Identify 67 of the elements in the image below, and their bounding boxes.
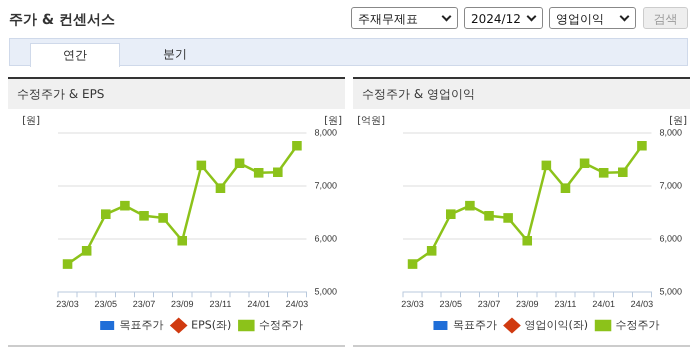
chart-title: 수정주가 & 영업이익 bbox=[353, 79, 690, 109]
y2-tick-label: 8,000 bbox=[314, 127, 338, 138]
x-tick-label: 23/07 bbox=[478, 299, 500, 310]
x-tick-label: 24/03 bbox=[630, 299, 654, 310]
point bbox=[465, 200, 475, 210]
point bbox=[139, 211, 149, 221]
text: 연간 bbox=[63, 48, 87, 62]
point bbox=[292, 140, 302, 151]
point bbox=[522, 236, 532, 246]
point bbox=[446, 209, 456, 219]
y2-tick-label: 5,000 bbox=[314, 286, 338, 297]
point bbox=[234, 158, 244, 168]
y2-tick-label: 7,000 bbox=[659, 180, 682, 191]
y2-tick-label: 6,000 bbox=[314, 234, 338, 244]
point bbox=[273, 167, 283, 178]
point bbox=[158, 213, 168, 223]
legend-label: 수정주가 bbox=[258, 318, 303, 332]
text: 2024/12 bbox=[471, 12, 521, 26]
y-axis-title: [원] bbox=[22, 116, 40, 127]
x-tick-label: 23/03 bbox=[401, 299, 424, 310]
y2-tick-label: 8,000 bbox=[659, 127, 682, 138]
x-tick-label: 23/03 bbox=[56, 299, 79, 310]
x-tick-label: 23/11 bbox=[210, 299, 232, 310]
point bbox=[254, 168, 264, 178]
y2-tick-label: 7,000 bbox=[314, 180, 338, 191]
point bbox=[542, 160, 552, 170]
chart-title: 수정주가 & EPS bbox=[8, 79, 345, 109]
point bbox=[560, 183, 570, 193]
text: 분기 bbox=[163, 47, 187, 61]
point bbox=[120, 200, 130, 210]
x-tick-label: 23/07 bbox=[132, 299, 156, 310]
point bbox=[580, 158, 590, 168]
y2-tick-label: 6,000 bbox=[659, 234, 682, 244]
point bbox=[408, 259, 418, 269]
point bbox=[62, 259, 72, 269]
x-tick-label: 23/05 bbox=[94, 299, 118, 310]
y-axis-title: [억원] bbox=[357, 116, 386, 127]
y2-axis-title: [원] bbox=[669, 116, 688, 127]
point bbox=[177, 236, 188, 246]
x-tick-label: 24/01 bbox=[247, 299, 270, 310]
text: 영업이익 bbox=[556, 12, 604, 26]
point bbox=[484, 211, 494, 221]
legend-label: 영업이익(좌) bbox=[524, 318, 588, 332]
point bbox=[637, 140, 647, 151]
text: 주재무제표 bbox=[358, 12, 418, 26]
legend-label: 수정주가 bbox=[616, 318, 660, 332]
x-tick-label: 24/01 bbox=[592, 299, 615, 310]
x-tick-label: 23/05 bbox=[440, 299, 462, 310]
legend-label: 목표주가 bbox=[452, 318, 497, 332]
text: 주가 & 컨센서스 bbox=[9, 12, 115, 28]
y2-axis-title: [원] bbox=[324, 116, 342, 127]
legend-label: EPS(좌) bbox=[191, 318, 232, 332]
point bbox=[216, 183, 226, 193]
point bbox=[101, 209, 111, 219]
point bbox=[82, 246, 92, 256]
x-tick-label: 24/03 bbox=[286, 299, 308, 310]
legend-label: 목표주가 bbox=[120, 318, 164, 332]
point bbox=[503, 213, 513, 223]
point bbox=[426, 246, 436, 256]
x-tick-label: 23/09 bbox=[516, 299, 539, 310]
point bbox=[618, 167, 628, 178]
y2-tick-label: 5,000 bbox=[659, 286, 682, 297]
point bbox=[196, 160, 206, 170]
x-tick-label: 23/09 bbox=[170, 299, 194, 310]
x-tick-label: 23/11 bbox=[554, 299, 576, 310]
point bbox=[598, 168, 608, 178]
text: 검색 bbox=[654, 12, 678, 26]
